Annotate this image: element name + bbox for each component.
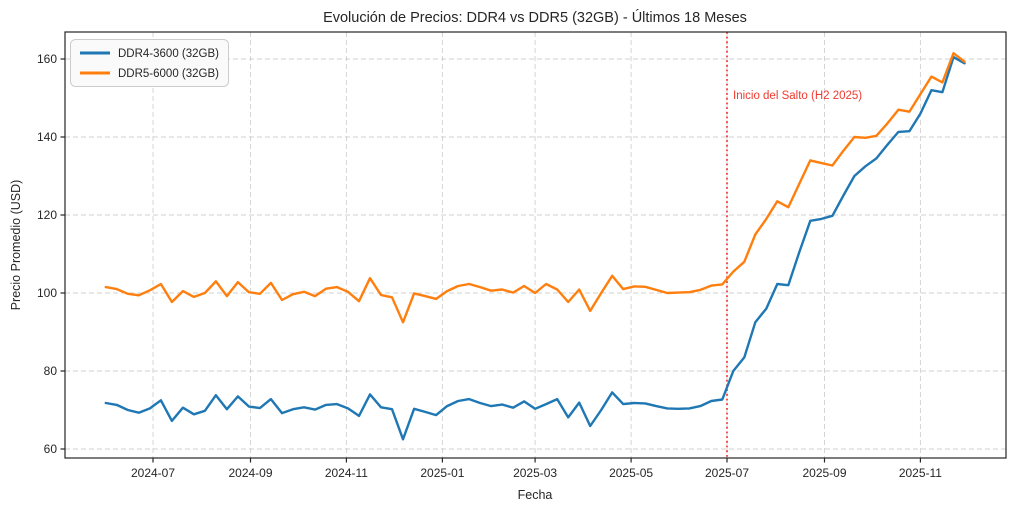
y-tick-label: 160	[37, 52, 57, 66]
x-tick-label: 2025-05	[609, 466, 653, 480]
x-tick-label: 2025-07	[705, 466, 749, 480]
legend-label-ddr5: DDR5-6000 (32GB)	[118, 68, 219, 80]
series-line-ddr4	[104, 55, 966, 441]
legend-box	[70, 39, 229, 87]
annotation-label: Inicio del Salto (H2 2025)	[733, 90, 862, 102]
x-tick-label: 2024-07	[131, 466, 175, 480]
series-layer	[104, 52, 966, 441]
y-tick-label: 60	[44, 442, 58, 456]
legend-label-ddr4: DDR4-3600 (32GB)	[118, 48, 219, 60]
x-tick-label: 2025-01	[420, 466, 464, 480]
x-axis-label: Fecha	[518, 488, 553, 502]
x-tick-label: 2025-09	[802, 466, 846, 480]
y-tick-label: 140	[37, 130, 57, 144]
series-line-ddr5	[104, 52, 966, 324]
grid-layer	[65, 32, 1006, 458]
x-tick-label: 2025-11	[899, 466, 942, 480]
legend: DDR4-3600 (32GB) DDR5-6000 (32GB)	[70, 39, 229, 87]
x-tick-label: 2024-09	[228, 466, 272, 480]
tick-layer: 60 80 100 120 140 160 2024-07 2024-09 2024-11 202…	[37, 52, 942, 480]
y-axis-label: Precio Promedio (USD)	[9, 180, 23, 311]
y-tick-label: 100	[37, 286, 57, 300]
chart-title: Evolución de Precios: DDR4 vs DDR5 (32GB…	[323, 9, 747, 26]
y-tick-label: 120	[37, 208, 57, 222]
x-tick-label: 2024-11	[325, 466, 368, 480]
y-tick-label: 80	[44, 364, 58, 378]
x-tick-label: 2025-03	[513, 466, 557, 480]
